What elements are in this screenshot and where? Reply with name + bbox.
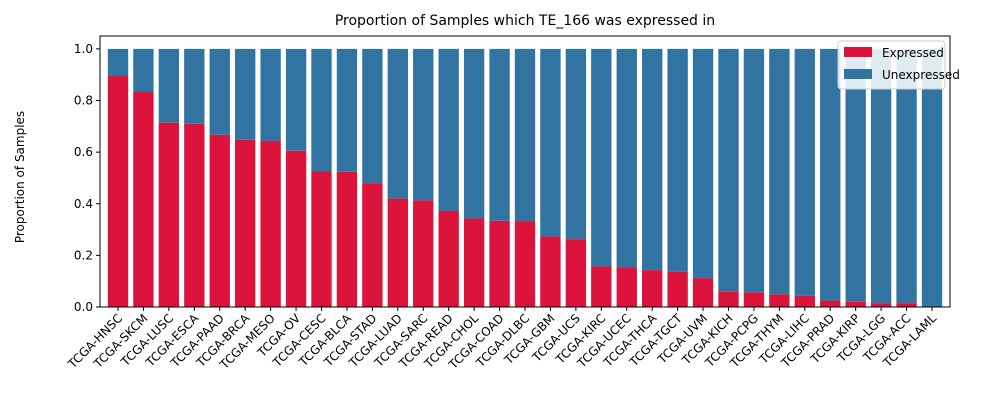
bar-expressed-tcga-ucs: [565, 239, 587, 307]
bar-expressed-tcga-read: [438, 210, 459, 307]
bar-unexpressed-tcga-kirp: [845, 48, 866, 302]
bar-expressed-tcga-cesc: [311, 171, 332, 307]
y-axis-title: Proportion of Samples: [13, 111, 27, 243]
y-tick-label: 1.0: [74, 42, 93, 56]
bar-expressed-tcga-esca: [184, 123, 205, 307]
y-tick-label: 0.8: [74, 94, 93, 108]
bar-expressed-tcga-kirp: [845, 301, 866, 307]
bar-unexpressed-tcga-kich: [718, 48, 739, 292]
bar-unexpressed-tcga-ucec: [616, 48, 637, 268]
bar-unexpressed-tcga-chol: [463, 48, 485, 219]
legend-swatch-unexpressed: [844, 69, 872, 79]
chart-title: Proportion of Samples which TE_166 was e…: [335, 13, 715, 29]
legend: Expressed Unexpressed: [837, 40, 960, 90]
bar-expressed-tcga-brca: [235, 139, 256, 307]
bar-expressed-tcga-ov: [285, 150, 307, 307]
bar-expressed-tcga-acc: [896, 303, 917, 307]
bar-expressed-tcga-dlbc: [514, 221, 536, 307]
bar-unexpressed-tcga-acc: [896, 48, 917, 304]
x-axis: TCGA-HNSCTCGA-SKCMTCGA-LUSCTCGA-ESCATCGA…: [65, 307, 939, 372]
bar-unexpressed-tcga-brca: [235, 48, 256, 140]
bars-group: [107, 48, 943, 308]
bar-expressed-tcga-thym: [769, 294, 790, 307]
y-tick-label: 0.0: [74, 300, 93, 314]
legend-label-expressed: Expressed: [882, 46, 944, 60]
bar-unexpressed-tcga-cesc: [311, 48, 332, 172]
bar-unexpressed-tcga-prad: [820, 48, 841, 301]
bar-expressed-tcga-paad: [209, 134, 230, 307]
y-tick-label: 0.4: [74, 197, 93, 211]
bar-unexpressed-tcga-lgg: [870, 48, 892, 304]
bar-unexpressed-tcga-meso: [260, 48, 281, 142]
bar-expressed-tcga-sarc: [413, 200, 434, 307]
bar-unexpressed-tcga-dlbc: [514, 48, 536, 222]
bar-expressed-tcga-meso: [260, 141, 281, 307]
bar-expressed-tcga-chol: [463, 218, 485, 307]
bar-unexpressed-tcga-paad: [209, 48, 230, 135]
bar-expressed-tcga-thca: [642, 270, 663, 307]
bar-expressed-tcga-blca: [336, 171, 358, 307]
bar-unexpressed-tcga-esca: [184, 48, 205, 124]
bar-unexpressed-tcga-stad: [362, 48, 383, 184]
bar-unexpressed-tcga-ov: [285, 48, 307, 151]
bar-expressed-tcga-stad: [362, 183, 383, 307]
bar-unexpressed-tcga-ucs: [565, 48, 587, 240]
bar-expressed-tcga-gbm: [540, 236, 561, 307]
legend-label-unexpressed: Unexpressed: [882, 68, 960, 82]
bar-expressed-tcga-kich: [718, 291, 739, 307]
legend-swatch-expressed: [844, 47, 872, 57]
bar-unexpressed-tcga-tgct: [667, 48, 688, 272]
bar-expressed-tcga-tgct: [667, 271, 688, 307]
bar-expressed-tcga-pcpg: [743, 292, 765, 307]
bar-unexpressed-tcga-laml: [921, 48, 943, 308]
bar-expressed-tcga-uvm: [692, 278, 714, 307]
bar-expressed-tcga-lusc: [158, 122, 180, 307]
bar-unexpressed-tcga-skcm: [133, 48, 154, 92]
bar-expressed-tcga-lihc: [794, 295, 815, 307]
bar-expressed-tcga-kirc: [591, 266, 612, 307]
y-tick-label: 0.6: [74, 145, 93, 159]
bar-unexpressed-tcga-lusc: [158, 48, 180, 123]
y-axis: 0.0 0.2 0.4 0.6 0.8 1.0: [74, 42, 100, 314]
bar-unexpressed-tcga-luad: [387, 48, 408, 199]
bar-unexpressed-tcga-read: [438, 48, 459, 211]
bar-unexpressed-tcga-thym: [769, 48, 790, 295]
bar-expressed-tcga-hnsc: [107, 76, 129, 307]
bar-unexpressed-tcga-lihc: [794, 48, 815, 296]
bar-unexpressed-tcga-blca: [336, 48, 358, 172]
bar-unexpressed-tcga-hnsc: [107, 48, 129, 76]
bar-unexpressed-tcga-coad: [489, 48, 510, 221]
bar-expressed-tcga-ucec: [616, 267, 637, 307]
bar-unexpressed-tcga-uvm: [692, 48, 714, 279]
bar-unexpressed-tcga-gbm: [540, 48, 561, 237]
bar-expressed-tcga-lgg: [870, 303, 892, 307]
bar-unexpressed-tcga-sarc: [413, 48, 434, 201]
bar-unexpressed-tcga-kirc: [591, 48, 612, 267]
bar-unexpressed-tcga-thca: [642, 48, 663, 271]
bar-expressed-tcga-luad: [387, 198, 408, 307]
bar-expressed-tcga-coad: [489, 220, 510, 307]
bar-expressed-tcga-prad: [820, 300, 841, 307]
bar-expressed-tcga-skcm: [133, 92, 154, 307]
bar-unexpressed-tcga-pcpg: [743, 48, 765, 293]
y-tick-label: 0.2: [74, 248, 93, 262]
